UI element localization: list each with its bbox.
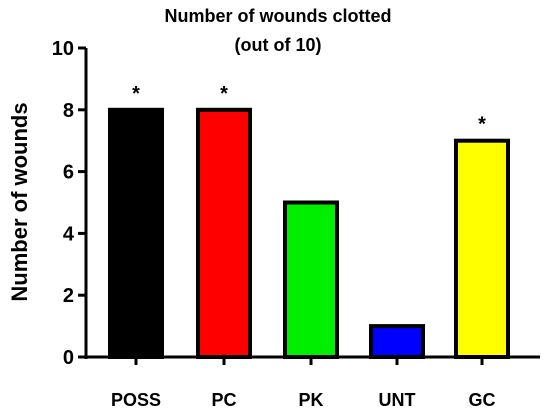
significance-star-gc: *: [478, 114, 486, 136]
chart-title-line-1: Number of wounds clotted: [165, 6, 392, 26]
chart-title-line-2: (out of 10): [235, 35, 322, 55]
y-tick-label-10: 10: [52, 38, 74, 60]
bar-pk: [283, 200, 339, 359]
x-tick-label-unt: UNT: [379, 390, 416, 410]
x-tick-label-pc: PC: [211, 390, 236, 410]
y-tick-label-4: 4: [63, 223, 75, 245]
y-tick-label-8: 8: [63, 100, 74, 122]
bar-gc: [454, 138, 510, 359]
x-tick-label-pk: PK: [298, 390, 323, 410]
significance-star-poss: *: [132, 83, 140, 105]
y-tick-label-0: 0: [63, 347, 74, 369]
x-tick-label-poss: POSS: [111, 390, 161, 410]
y-tick-label-2: 2: [63, 285, 74, 307]
x-tick-label-gc: GC: [469, 390, 496, 410]
significance-star-pc: *: [220, 83, 228, 105]
y-tick-label-6: 6: [63, 162, 74, 184]
y-axis-label: Number of wounds: [7, 102, 32, 301]
bar-unt: [369, 324, 425, 360]
bar-pc: [196, 107, 252, 359]
bar-poss: [108, 107, 164, 359]
